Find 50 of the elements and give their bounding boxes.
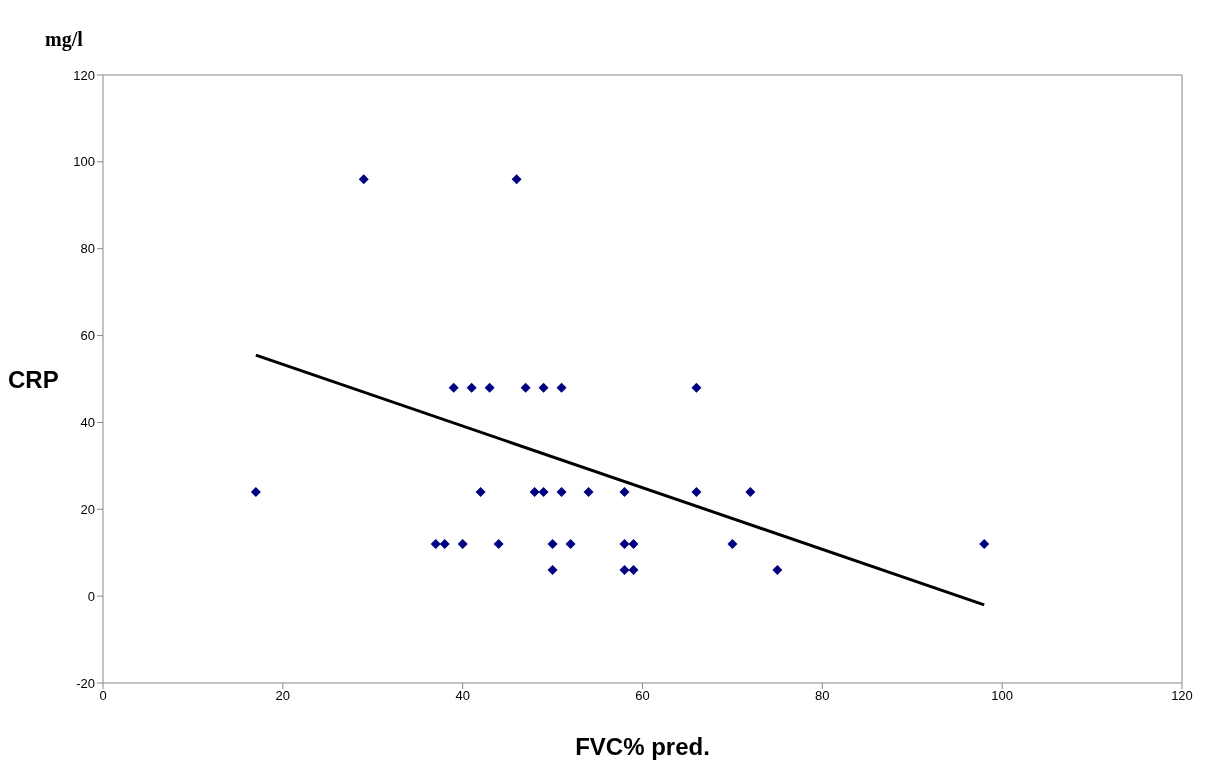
x-tick-label: 0 [99, 688, 107, 704]
x-tick-label: 20 [275, 688, 291, 704]
point [250, 486, 261, 497]
point [628, 539, 639, 550]
x-tick-label: 120 [1171, 688, 1193, 704]
point [466, 382, 477, 393]
point [511, 174, 522, 185]
point [475, 486, 486, 497]
point [691, 382, 702, 393]
point [583, 486, 594, 497]
point [745, 486, 756, 497]
x-tick-label: 40 [455, 688, 470, 704]
point [448, 382, 459, 393]
point [538, 382, 549, 393]
point [727, 539, 738, 550]
x-tick-label: 100 [991, 688, 1014, 704]
y-tick-label: 40 [80, 415, 95, 431]
y-tick-label: 120 [73, 67, 95, 83]
y-axis-title: CRP [8, 365, 59, 393]
point [772, 565, 783, 576]
x-tick-label: 80 [815, 688, 830, 704]
y-tick-label: -20 [76, 675, 95, 691]
y-tick-label: 100 [73, 154, 95, 170]
point [547, 539, 558, 550]
point [619, 486, 630, 497]
point [457, 539, 468, 550]
point [556, 382, 567, 393]
point [565, 539, 576, 550]
y-tick-label: 80 [80, 241, 95, 257]
point [439, 539, 450, 550]
x-tick-label: 60 [635, 688, 650, 704]
point [484, 382, 495, 393]
point [547, 565, 558, 576]
x-axis-title: FVC% pred. [575, 733, 710, 760]
point [628, 565, 639, 576]
text: mg/l [45, 28, 83, 51]
point [619, 539, 630, 550]
point [979, 539, 990, 550]
point [430, 539, 441, 550]
point [493, 539, 504, 550]
y-tick-label: 60 [80, 328, 95, 344]
y-tick-label: 0 [87, 588, 95, 604]
point [529, 486, 540, 497]
point [556, 486, 567, 497]
point [538, 486, 549, 497]
point [520, 382, 531, 393]
point [619, 565, 630, 576]
y-tick-label: 20 [80, 501, 95, 517]
point [358, 174, 369, 185]
point [691, 486, 702, 497]
